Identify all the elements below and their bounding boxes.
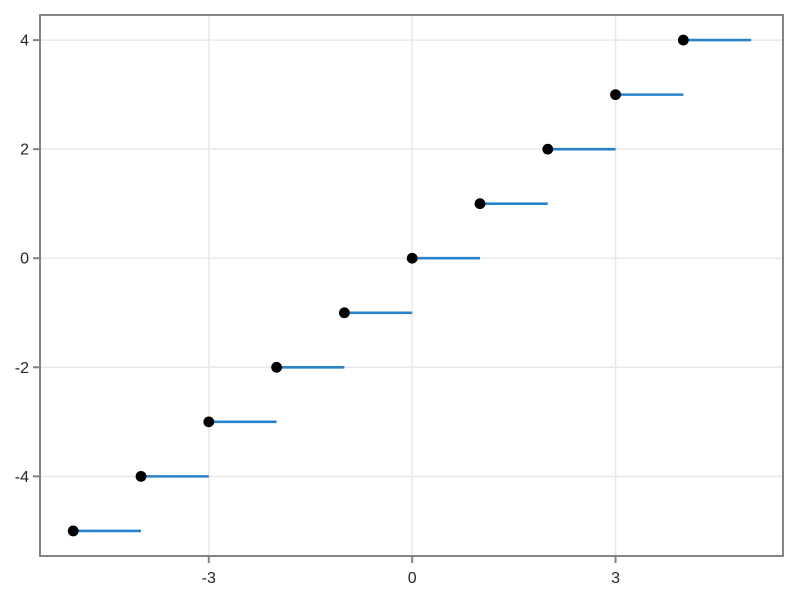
data-point-marker [474,198,486,210]
data-point-marker [203,416,215,428]
data-point-marker [271,361,282,373]
data-point-marker [677,34,689,46]
data-point-marker [406,252,418,264]
y-tick-label: 4 [20,33,29,50]
y-tick-label: 2 [20,142,29,159]
y-tick-label: -4 [15,469,29,486]
y-tick-label: -2 [15,360,29,377]
data-point-marker [135,470,147,482]
data-point-marker [542,143,554,155]
x-tick-label: -3 [202,570,216,587]
y-tick-label: 0 [20,251,29,268]
x-tick-label: 0 [408,570,417,587]
data-point-marker [67,525,79,537]
plot-frame [39,14,784,557]
data-point-marker [338,307,350,319]
data-point-marker [610,89,621,101]
x-tick-label: 3 [611,570,620,587]
